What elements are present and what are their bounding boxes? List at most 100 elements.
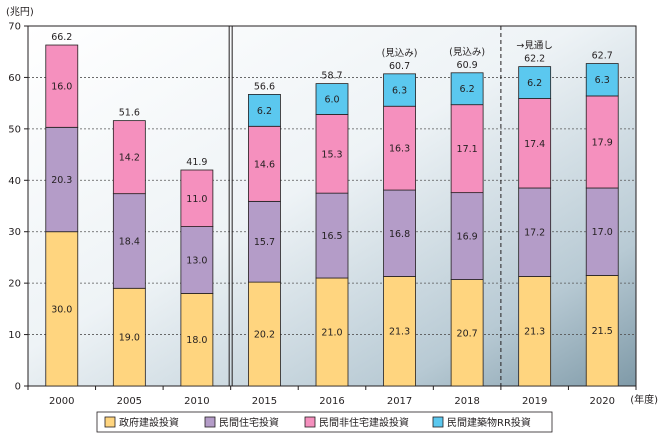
total-label: 41.9 — [186, 157, 207, 168]
segment-label: 20.7 — [457, 328, 478, 339]
total-label: 60.9 — [457, 60, 478, 71]
bar-segment — [585, 95, 619, 189]
bar-segment — [450, 72, 484, 106]
bar-segment — [112, 287, 146, 387]
segment-label: 17.1 — [457, 144, 478, 155]
bar-segment — [383, 73, 416, 107]
y-tick-label: 50 — [8, 124, 21, 135]
bar-segment — [45, 44, 79, 128]
segment-label: 19.0 — [119, 333, 140, 344]
x-tick-label: 2005 — [117, 396, 142, 407]
segment-label: 11.0 — [186, 194, 207, 205]
x-tick-label: 2019 — [522, 396, 547, 407]
legend-label: 民間非住宅建設投資 — [319, 416, 409, 429]
bar-segment — [383, 105, 416, 191]
segment-label: 6.3 — [595, 75, 610, 86]
total-label: 58.7 — [321, 71, 342, 82]
x-tick-label: 2015 — [252, 396, 277, 407]
bar-segment — [45, 126, 79, 233]
segment-label: 30.0 — [51, 304, 72, 315]
y-unit-label: (兆円) — [6, 6, 34, 18]
x-unit-label: (年度) — [630, 393, 658, 406]
segment-label: 20.2 — [254, 330, 275, 341]
segment-label: 6.2 — [257, 106, 272, 117]
total-label: 56.6 — [254, 81, 275, 92]
legend-swatch — [204, 416, 216, 428]
y-tick-label: 40 — [8, 176, 21, 187]
segment-label: 17.0 — [592, 227, 613, 238]
bar-segment — [180, 293, 214, 387]
x-tick-label: 2000 — [49, 396, 74, 407]
total-label: 51.6 — [119, 108, 140, 119]
bar-segment — [248, 94, 281, 127]
segment-label: 15.7 — [254, 237, 275, 248]
segment-label: 16.5 — [321, 231, 342, 242]
segment-label: 17.2 — [524, 228, 545, 239]
bar-segment — [518, 66, 552, 99]
legend-swatch — [104, 416, 116, 428]
segment-label: 21.3 — [524, 327, 545, 338]
x-tick-label: 2010 — [184, 396, 209, 407]
y-tick-label: 30 — [8, 227, 21, 238]
bar-segment — [248, 125, 281, 202]
segment-label: 6.2 — [460, 84, 475, 95]
bar-segment — [315, 192, 349, 279]
bar-segment — [450, 192, 484, 280]
segment-label: 6.2 — [527, 78, 542, 89]
legend-swatch — [432, 416, 444, 428]
segment-label: 21.0 — [321, 328, 342, 339]
legend-label: 政府建設投資 — [119, 416, 179, 429]
total-label: 62.7 — [592, 51, 613, 62]
total-label: 62.2 — [524, 54, 545, 65]
x-tick-label: 2020 — [589, 396, 614, 407]
segment-label: 18.0 — [186, 335, 207, 346]
segment-label: 20.3 — [51, 175, 72, 186]
y-tick-label: 0 — [15, 382, 21, 393]
annotation-label: (見込み) — [382, 48, 418, 59]
y-tick-label: 20 — [8, 279, 21, 290]
y-tick-label: 70 — [8, 22, 21, 33]
total-label: 60.7 — [389, 61, 410, 72]
bar-segment — [585, 275, 619, 387]
bar-segment — [315, 277, 349, 387]
segment-label: 15.3 — [321, 149, 342, 160]
legend-swatch — [304, 416, 316, 428]
annotation-label: (見込み) — [449, 47, 485, 58]
segment-label: 18.4 — [119, 236, 140, 247]
annotation-label: →見通し — [516, 41, 552, 52]
bar-segment — [112, 120, 146, 195]
segment-label: 14.2 — [119, 153, 140, 164]
legend-label: 民間建築物RR投資 — [447, 416, 531, 429]
x-tick-label: 2017 — [387, 396, 412, 407]
y-tick-label: 60 — [8, 73, 21, 84]
bar-segment — [585, 187, 619, 276]
bar-segment — [248, 281, 281, 387]
segment-label: 17.9 — [592, 137, 613, 148]
bar-segment — [383, 189, 416, 277]
bar-segment — [383, 276, 416, 387]
segment-label: 6.3 — [392, 86, 407, 97]
total-label: 66.2 — [51, 32, 72, 43]
x-tick-label: 2016 — [319, 396, 344, 407]
bar-segment — [315, 83, 349, 115]
bar-segment — [180, 226, 214, 294]
bar-segment — [450, 104, 484, 194]
segment-label: 21.3 — [389, 327, 410, 338]
segment-label: 16.8 — [389, 229, 410, 240]
bar-segment — [315, 114, 349, 194]
segment-label: 6.0 — [324, 95, 339, 106]
segment-label: 17.4 — [524, 139, 545, 150]
segment-label: 16.9 — [457, 232, 478, 243]
bar-segment — [248, 200, 281, 283]
x-tick-label: 2018 — [454, 396, 479, 407]
segment-label: 16.3 — [389, 144, 410, 155]
y-tick-label: 10 — [8, 330, 21, 341]
segment-label: 14.6 — [254, 159, 275, 170]
legend-label: 民間住宅投資 — [219, 416, 279, 429]
bar-segment — [112, 193, 146, 289]
segment-label: 21.5 — [592, 326, 613, 337]
segment-label: 16.0 — [51, 82, 72, 93]
bar-segment — [45, 231, 79, 387]
segment-label: 13.0 — [186, 256, 207, 267]
